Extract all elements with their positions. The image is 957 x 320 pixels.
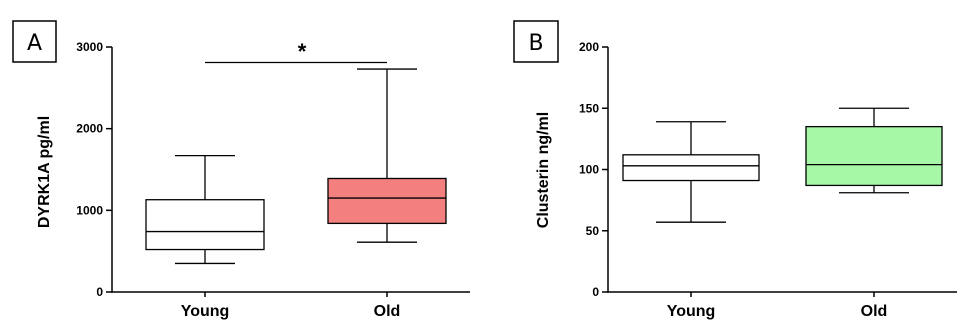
significance-marker: * (298, 39, 307, 64)
box-young (145, 154, 265, 265)
y-tick-label: 200 (579, 40, 599, 54)
x-tick-label-old: Old (374, 303, 401, 320)
y-tick-label: 50 (586, 224, 600, 238)
y-tick-label: 100 (579, 163, 599, 177)
y-axis-label: DYRK1A pg/ml (36, 116, 53, 228)
iqr-box (805, 125, 943, 187)
iqr-box (327, 177, 447, 225)
box-young (622, 121, 760, 223)
panel-b: B Clusterin ng/ml Young Old 0 50 100 150 200 (513, 20, 957, 320)
panel-a: A DYRK1A pg/ml Young Old * 0 1000 2000 3000 (12, 20, 470, 320)
iqr-box (622, 154, 760, 182)
y-axis-label: Clusterin ng/ml (535, 112, 552, 228)
box-old (805, 107, 943, 194)
x-tick-label-young: Young (181, 303, 230, 320)
box-old (327, 68, 447, 243)
iqr-box (145, 199, 265, 251)
panel-a-label-box (12, 20, 57, 63)
y-tick-label: 3000 (76, 40, 103, 54)
x-tick-label-young: Young (667, 303, 716, 320)
y-tick-label: 0 (592, 285, 599, 299)
panel-b-label: B (528, 31, 543, 56)
x-tick-label-old: Old (861, 303, 888, 320)
y-tick-label: 0 (96, 285, 103, 299)
panel-a-label: A (27, 31, 42, 56)
y-tick-label: 150 (579, 101, 599, 115)
y-tick-label: 1000 (76, 203, 103, 217)
panel-b-label-box (513, 20, 559, 63)
y-tick-label: 2000 (76, 122, 103, 136)
